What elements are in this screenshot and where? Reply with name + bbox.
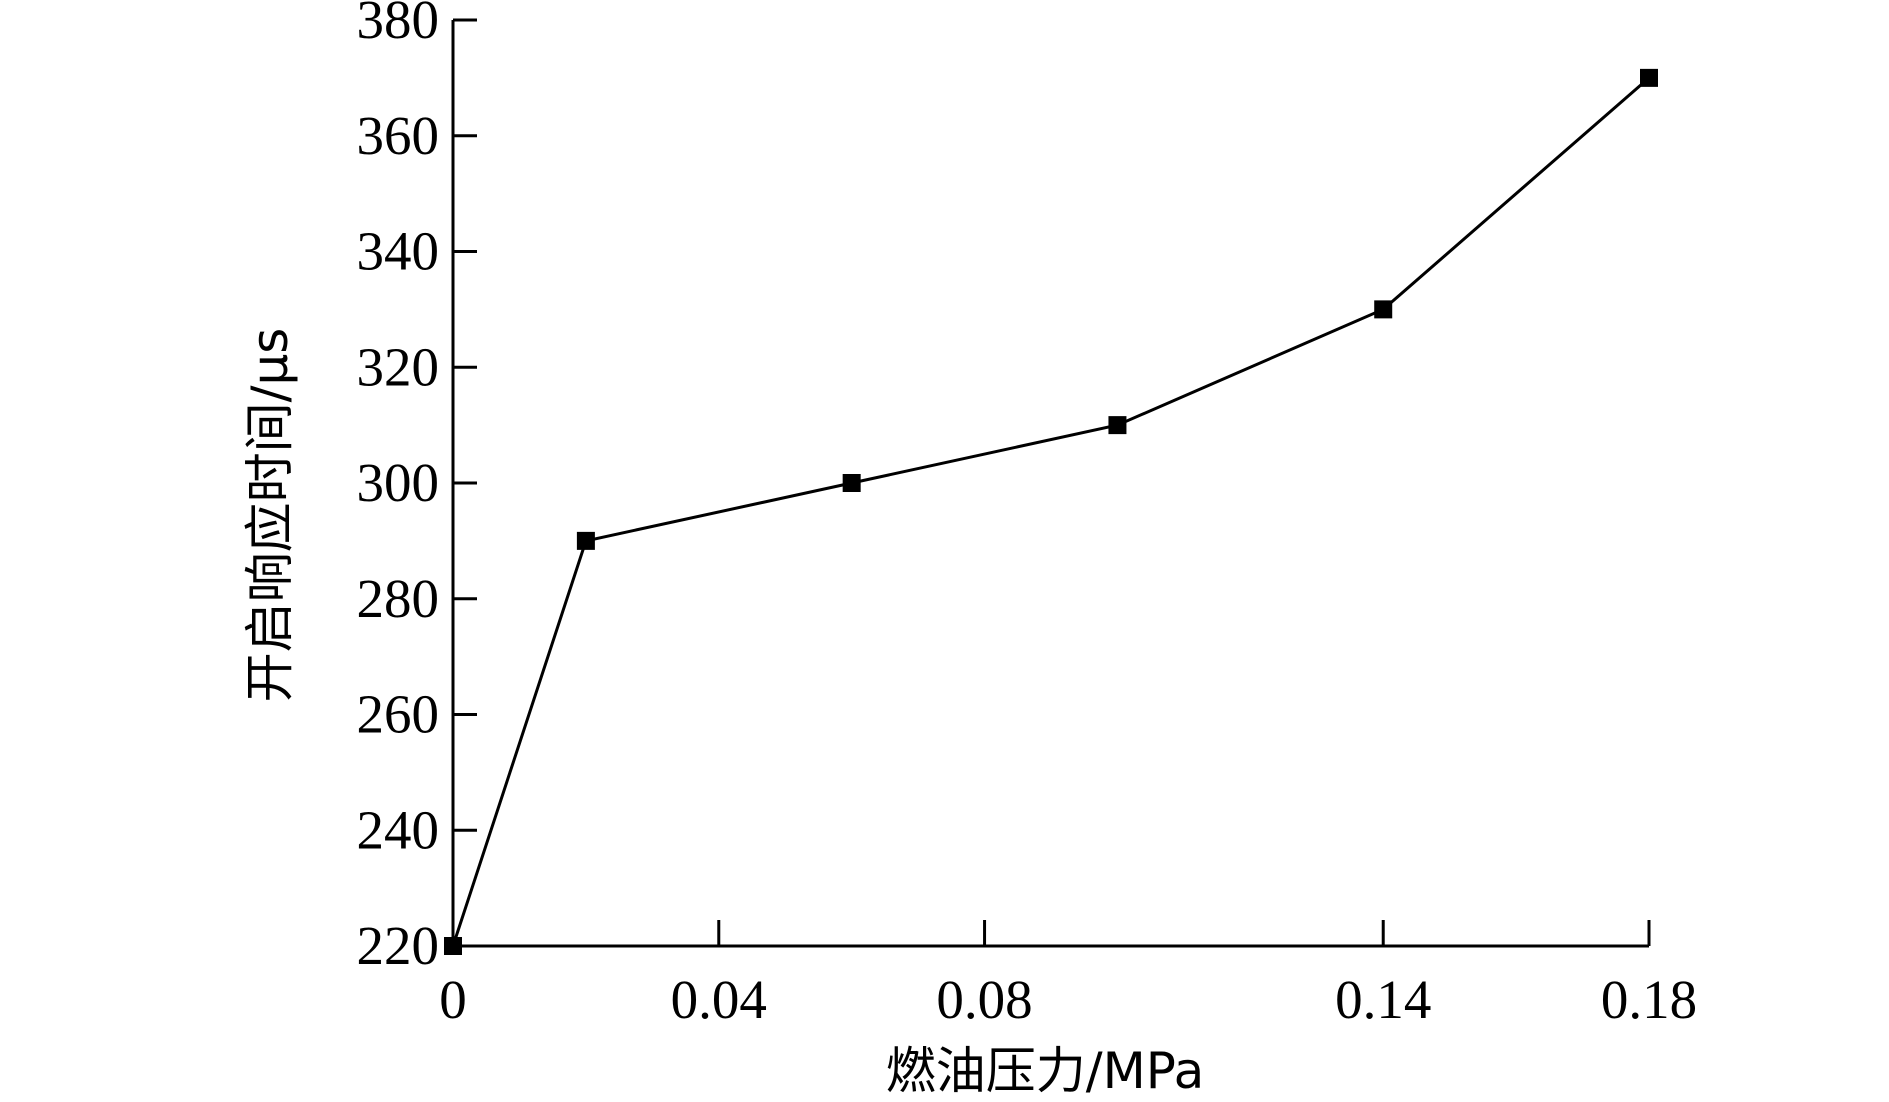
data-point-marker [1108,416,1127,435]
y-tick-label: 340 [357,221,440,282]
axes [451,20,1649,948]
x-axis-title: 燃油压力/MPa [886,1042,1205,1100]
series-line [451,76,1650,947]
x-ticks: 0 0.04 0.08 0.14 0.18 [439,920,1697,1030]
x-tick-label: 0.18 [1601,969,1697,1030]
x-tick-label: 0 [439,969,467,1030]
data-point-marker [444,937,462,955]
series [444,68,1658,955]
x-tick-label: 0.04 [671,969,767,1030]
data-point-marker [576,531,595,550]
y-tick-label: 240 [357,799,440,860]
y-tick-label: 280 [357,568,440,629]
y-ticks: 220 240 260 280 300 320 340 360 380 [357,0,477,976]
x-tick-label: 0.14 [1335,969,1431,1030]
data-point-marker [842,474,861,492]
x-tick-label: 0.08 [936,969,1032,1030]
y-tick-label: 380 [357,0,440,50]
y-tick-label: 320 [357,336,440,397]
y-tick-label: 260 [357,684,440,745]
y-tick-label: 300 [357,452,440,513]
y-axis-title: 开启响应时间/μs [241,328,299,703]
y-tick-label: 220 [357,915,440,976]
data-point-marker [1640,68,1658,87]
y-tick-label: 360 [357,105,440,166]
data-point-marker [1374,300,1393,319]
